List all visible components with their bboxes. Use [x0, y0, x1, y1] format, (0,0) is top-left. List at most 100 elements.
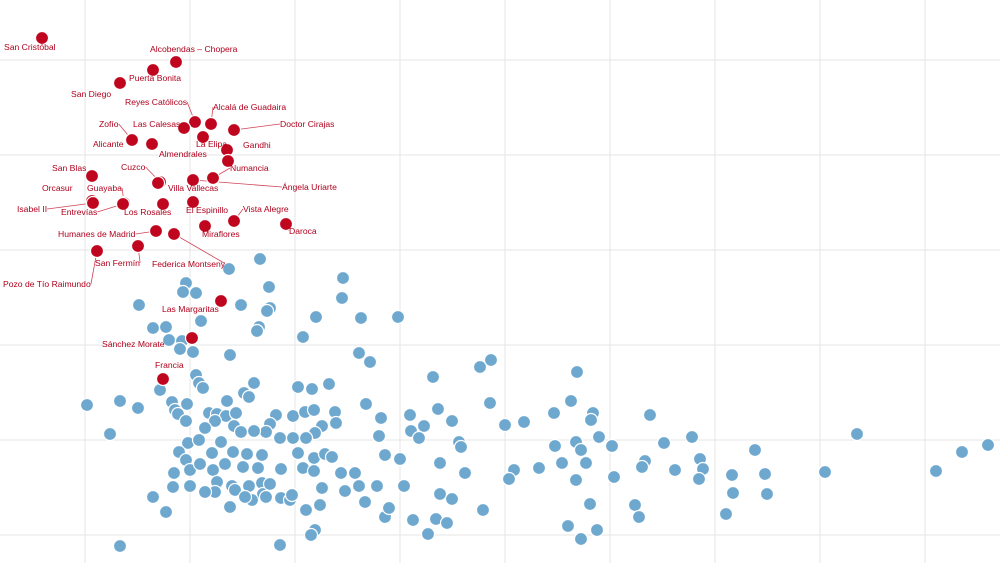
point-label: San Cristóbal	[4, 42, 56, 52]
data-point	[295, 329, 311, 345]
highlighted-point	[213, 293, 229, 309]
data-point	[627, 497, 643, 513]
data-point	[453, 439, 469, 455]
data-point	[631, 509, 647, 525]
point-label: Alcalá de Guadaira	[213, 102, 286, 112]
data-point	[145, 489, 161, 505]
data-point	[573, 531, 589, 547]
point-label: El Espinillo	[186, 205, 228, 215]
data-point	[411, 430, 427, 446]
data-point	[131, 297, 147, 313]
label-leader-line	[233, 123, 281, 131]
data-point	[420, 526, 436, 542]
data-point	[353, 310, 369, 326]
data-point	[475, 502, 491, 518]
point-label: Los Rosales	[124, 207, 171, 217]
neighbourhood-labels: San Cristóbal Alcobendas – Chopera Puerta …	[3, 42, 337, 370]
data-point	[390, 309, 406, 325]
data-point	[634, 459, 650, 475]
highlighted-point	[168, 54, 184, 70]
point-label: Federica Montseny	[152, 259, 226, 269]
point-label: Las Calesas	[133, 119, 180, 129]
highlighted-point	[203, 116, 219, 132]
data-point	[472, 359, 488, 375]
data-point	[430, 401, 446, 417]
data-point	[261, 279, 277, 295]
data-point	[351, 345, 367, 361]
highlighted-point	[176, 120, 192, 136]
data-point	[308, 309, 324, 325]
data-point	[324, 449, 340, 465]
data-point	[516, 414, 532, 430]
point-label: Alcobendas – Chopera	[150, 44, 238, 54]
data-point	[333, 465, 349, 481]
data-point	[249, 323, 265, 339]
highlighted-point	[84, 168, 100, 184]
highlighted-point	[197, 218, 213, 234]
point-label: Orcasur	[42, 183, 73, 193]
data-point	[642, 407, 658, 423]
point-label: Zofío	[99, 119, 119, 129]
data-point	[501, 471, 517, 487]
point-label: La Elipa	[196, 139, 227, 149]
data-point	[335, 270, 351, 286]
highlighted-point	[184, 330, 200, 346]
data-point	[337, 483, 353, 499]
point-label: Ángela Uriarte	[282, 182, 337, 192]
data-point	[192, 456, 208, 472]
data-point	[228, 405, 244, 421]
data-point	[303, 527, 319, 543]
data-point	[589, 522, 605, 538]
data-point	[112, 538, 128, 554]
point-label: Puerta Bonita	[129, 73, 181, 83]
data-point	[312, 497, 328, 513]
data-point	[358, 396, 374, 412]
other-neighbourhood-points	[79, 251, 996, 554]
data-point	[554, 455, 570, 471]
data-point	[444, 413, 460, 429]
point-label: Doctor Cirajas	[280, 119, 334, 129]
data-point	[684, 429, 700, 445]
data-point	[165, 479, 181, 495]
data-point	[285, 408, 301, 424]
data-point	[272, 537, 288, 553]
highlighted-point	[185, 194, 201, 210]
data-point	[273, 461, 289, 477]
data-point	[259, 303, 275, 319]
point-label: Alicante	[93, 139, 124, 149]
data-point	[314, 480, 330, 496]
data-point	[718, 506, 734, 522]
data-point	[272, 430, 288, 446]
highlighted-point	[89, 243, 105, 259]
data-point	[425, 369, 441, 385]
data-point	[258, 424, 274, 440]
data-point	[250, 460, 266, 476]
data-point	[371, 428, 387, 444]
point-label: Cuzco	[121, 162, 146, 172]
data-point	[197, 420, 213, 436]
highlighted-neighbourhood-points	[34, 30, 294, 387]
highlighted-point	[150, 175, 166, 191]
data-point	[158, 504, 174, 520]
highlighted-point	[148, 223, 164, 239]
point-label: San Fermín	[95, 258, 140, 268]
data-point	[213, 434, 229, 450]
highlighted-point	[226, 122, 242, 138]
data-point	[604, 438, 620, 454]
data-point	[373, 410, 389, 426]
data-point	[980, 437, 996, 453]
data-point	[284, 487, 300, 503]
point-label: Gandhi	[243, 140, 271, 150]
data-point	[759, 486, 775, 502]
data-point	[483, 352, 499, 368]
data-point	[235, 459, 251, 475]
data-point	[849, 426, 865, 442]
data-point	[158, 319, 174, 335]
data-point	[334, 290, 350, 306]
point-label: San Diego	[71, 89, 111, 99]
data-point	[130, 400, 146, 416]
highlighted-point	[155, 371, 171, 387]
data-point	[439, 515, 455, 531]
data-point	[531, 460, 547, 476]
